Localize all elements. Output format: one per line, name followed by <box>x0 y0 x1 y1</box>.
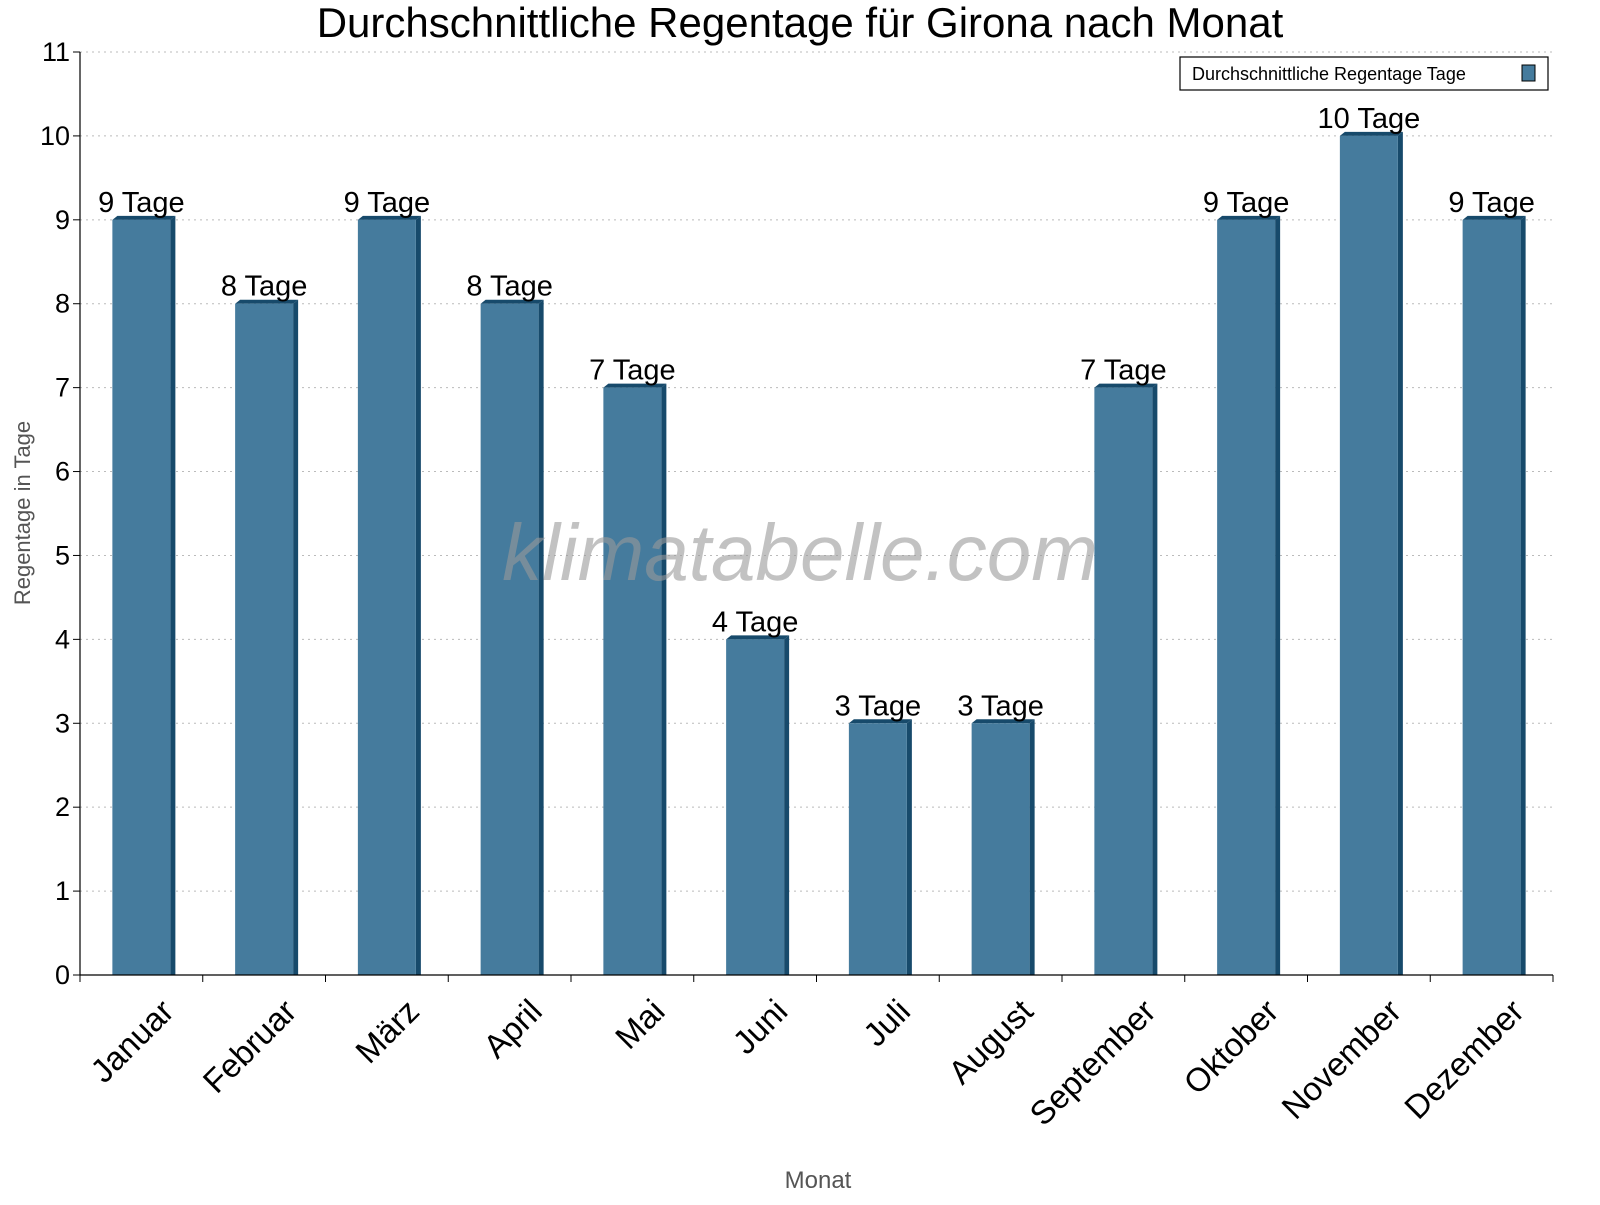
bars <box>112 131 1526 976</box>
y-tick-label: 11 <box>42 37 70 67</box>
bar <box>1462 219 1521 975</box>
bar-side <box>170 215 176 975</box>
bar-side <box>1029 719 1035 975</box>
bar-top <box>112 215 176 220</box>
bar <box>971 723 1030 975</box>
data-labels: 9 Tage 8 Tage 9 Tage 8 Tage 7 Tage 4 Tage 3 Ta… <box>98 103 1535 722</box>
data-label: 3 Tage <box>957 690 1044 722</box>
chart-title: Durchschnittliche Regentage für Girona n… <box>317 0 1284 46</box>
data-label: 8 Tage <box>221 271 308 303</box>
data-label: 9 Tage <box>1448 187 1535 219</box>
bar-side <box>906 719 912 975</box>
legend-label: Durchschnittliche Regentage Tage <box>1192 64 1466 84</box>
bar-side <box>415 215 421 975</box>
x-tick-label: Juli <box>856 992 917 1053</box>
y-tick-label: 10 <box>40 121 70 151</box>
data-label: 4 Tage <box>712 606 799 638</box>
bar <box>726 639 785 975</box>
y-tick-label: 1 <box>55 876 70 906</box>
x-tick-label: April <box>476 992 549 1065</box>
bar-top <box>848 719 912 724</box>
bar-top <box>1094 383 1158 388</box>
y-tick-label: 6 <box>55 457 70 487</box>
y-tick-label: 4 <box>55 624 70 654</box>
bar <box>112 219 171 975</box>
bar <box>1339 135 1398 976</box>
bar-side <box>1397 131 1403 976</box>
bar-side <box>1152 383 1158 975</box>
y-tick-label: 0 <box>55 960 70 990</box>
y-tick-label: 7 <box>55 373 70 403</box>
data-label: 9 Tage <box>1203 187 1290 219</box>
x-tick-label: August <box>941 992 1040 1091</box>
bar-side <box>1520 215 1526 975</box>
x-tick-label: Januar <box>83 992 181 1090</box>
bar <box>848 723 907 975</box>
data-label: 3 Tage <box>835 690 922 722</box>
bar-side <box>1275 215 1281 975</box>
bar-side <box>661 383 667 975</box>
data-label: 7 Tage <box>589 355 676 387</box>
y-tick-label: 5 <box>55 540 70 570</box>
y-tick-label: 3 <box>55 708 70 738</box>
bar-top <box>357 215 421 220</box>
y-tick-label: 9 <box>55 205 70 235</box>
x-tick-label: September <box>1022 992 1162 1132</box>
legend: Durchschnittliche Regentage Tage <box>1179 56 1549 91</box>
x-tick-label: März <box>348 992 426 1070</box>
data-label: 10 Tage <box>1318 103 1421 135</box>
bar <box>357 219 416 975</box>
bar-top <box>1339 131 1403 136</box>
x-tick-label: Mai <box>608 992 672 1056</box>
bar <box>235 303 294 975</box>
bar <box>1094 387 1153 975</box>
bar-side <box>538 299 544 975</box>
x-tick-label: Oktober <box>1176 992 1285 1101</box>
bar-top <box>971 719 1035 724</box>
gridlines <box>80 51 1553 892</box>
y-tick-label: 2 <box>55 792 70 822</box>
bar-top <box>726 635 790 640</box>
bar <box>1217 219 1276 975</box>
data-label: 7 Tage <box>1080 355 1167 387</box>
watermark: klimatabelle.com <box>502 508 1098 597</box>
bar-side <box>784 635 790 975</box>
data-label: 8 Tage <box>466 271 553 303</box>
legend-swatch <box>1521 64 1536 82</box>
x-axis-label: Monat <box>785 1167 852 1194</box>
x-tick-label: Juni <box>725 992 794 1061</box>
x-tick-label: Februar <box>196 992 304 1100</box>
x-tick-label: Dezember <box>1397 992 1531 1126</box>
bar-top <box>235 299 299 304</box>
data-label: 9 Tage <box>98 187 185 219</box>
bar <box>480 303 539 975</box>
y-tick-label: 8 <box>55 289 70 319</box>
y-axis-label: Regentage in Tage <box>10 421 35 605</box>
x-tick-label: November <box>1274 992 1408 1126</box>
bar-top <box>603 383 667 388</box>
bar <box>603 387 662 975</box>
bar-top <box>1217 215 1281 220</box>
bar-top <box>480 299 544 304</box>
data-label: 9 Tage <box>344 187 431 219</box>
bar-side <box>293 299 299 975</box>
bar-top <box>1462 215 1526 220</box>
